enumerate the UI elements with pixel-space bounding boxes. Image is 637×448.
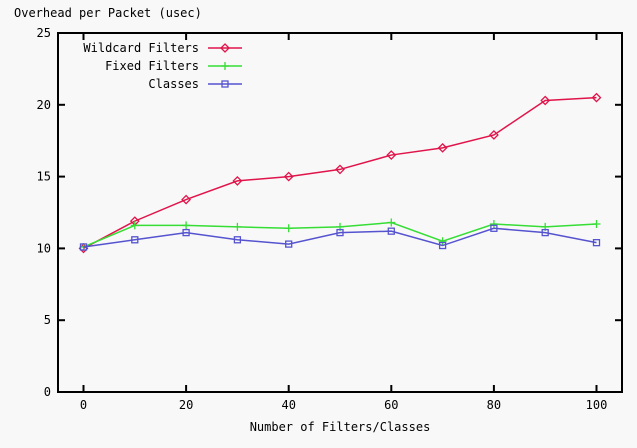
legend-item-wildcard-filters: Wildcard Filters — [62, 39, 242, 57]
plus-marker-icon — [284, 224, 293, 233]
square-marker-icon — [233, 236, 242, 244]
x-axis-label: Number of Filters/Classes — [249, 420, 431, 434]
legend: Wildcard Filters Fixed Filters Classes — [62, 39, 242, 93]
diamond-marker-icon — [540, 95, 551, 106]
diamond-marker-icon — [386, 150, 397, 160]
square-marker-icon — [490, 224, 498, 232]
plus-marker-icon — [489, 219, 498, 228]
square-marker-icon — [285, 240, 293, 248]
square-marker-icon — [79, 243, 88, 251]
diamond-marker-icon — [232, 175, 243, 186]
y-tick-label: 20 — [37, 98, 51, 112]
legend-label: Classes — [148, 77, 199, 91]
plus-marker-icon — [182, 221, 191, 230]
y-tick-label: 25 — [37, 26, 51, 40]
x-tick-label: 60 — [384, 398, 398, 412]
plus-marker-icon — [221, 62, 229, 70]
square-marker-icon — [541, 228, 549, 237]
plus-marker-icon — [387, 218, 396, 227]
x-tick-label: 0 — [80, 398, 87, 412]
legend-item-classes: Classes — [62, 75, 242, 93]
legend-label: Wildcard Filters — [83, 41, 199, 55]
legend-line-sample-icon — [208, 62, 242, 70]
series-line — [83, 227, 597, 248]
y-tick-label: 15 — [37, 170, 51, 184]
y-tick-label: 0 — [44, 385, 51, 399]
legend-line-sample-icon — [208, 80, 242, 88]
plus-marker-icon — [233, 222, 242, 231]
diamond-marker-icon — [488, 130, 499, 140]
plot-border — [57, 32, 623, 393]
square-marker-icon — [221, 80, 229, 88]
legend-item-fixed-filters: Fixed Filters — [62, 57, 242, 75]
x-tick-label: 40 — [281, 398, 295, 412]
square-marker-icon — [182, 228, 190, 237]
plus-marker-icon — [592, 219, 601, 228]
chart-title: Overhead per Packet (usec) — [14, 6, 202, 20]
series-line — [83, 96, 597, 250]
x-tick-label: 100 — [586, 398, 608, 412]
x-tick-label: 80 — [487, 398, 501, 412]
square-marker-icon — [438, 241, 447, 250]
legend-line-sample-icon — [208, 43, 242, 53]
diamond-marker-icon — [591, 92, 602, 103]
diamond-marker-icon — [335, 164, 345, 175]
diamond-marker-icon — [181, 194, 192, 205]
diamond-marker-icon — [437, 142, 448, 153]
diamond-marker-icon — [283, 171, 294, 182]
square-marker-icon — [592, 239, 601, 247]
y-tick-label: 10 — [37, 241, 51, 255]
square-marker-icon — [131, 236, 139, 244]
square-marker-icon — [336, 228, 344, 237]
x-tick-label: 20 — [179, 398, 193, 412]
diamond-marker-icon — [220, 43, 230, 53]
square-marker-icon — [387, 227, 395, 235]
legend-label: Fixed Filters — [105, 59, 199, 73]
plus-marker-icon — [438, 237, 447, 246]
plus-marker-icon — [130, 221, 139, 230]
y-tick-label: 5 — [44, 313, 51, 327]
